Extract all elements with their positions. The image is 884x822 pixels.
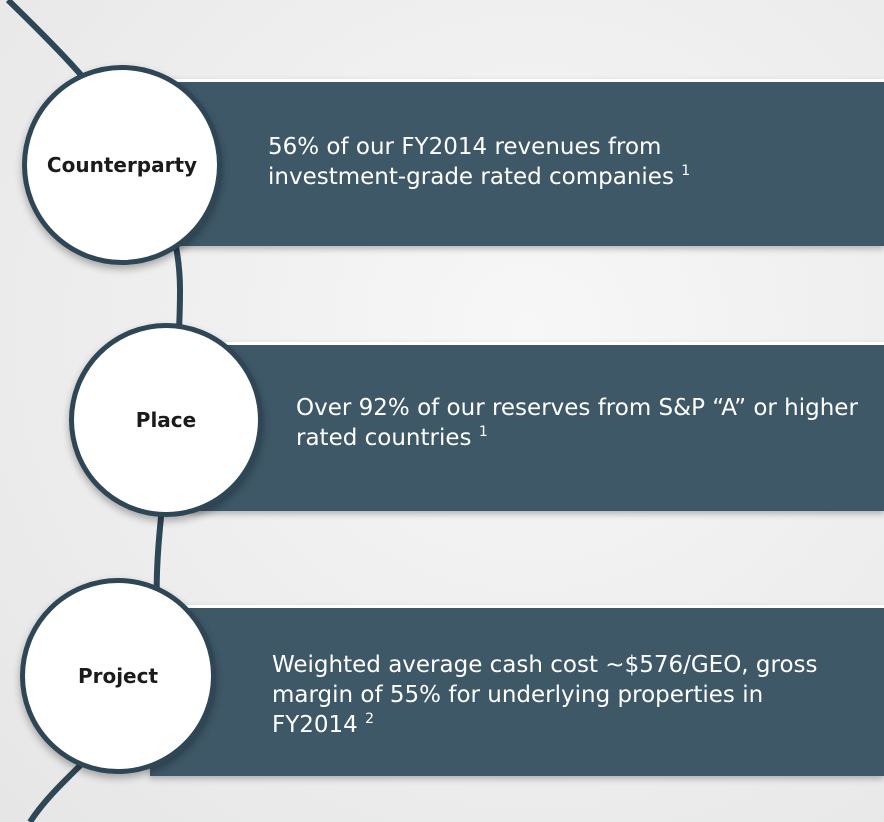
text: Weighted average cash cost ~$576/GEO, gr…	[272, 652, 818, 738]
band-text: Over 92% of our reserves from S&P “A” or…	[296, 393, 884, 453]
text: 56% of our FY2014 revenues from investme…	[268, 134, 674, 190]
band: Weighted average cash cost ~$576/GEO, gr…	[150, 605, 884, 776]
band-text: Weighted average cash cost ~$576/GEO, gr…	[272, 650, 852, 740]
band: 56% of our FY2014 revenues from investme…	[150, 79, 884, 246]
footnote: 1	[681, 163, 691, 179]
text: Over 92% of our reserves from S&P “A” or…	[296, 395, 858, 451]
circle: Place	[69, 323, 263, 517]
footnote: 2	[365, 711, 375, 727]
circle-label: Counterparty	[46, 153, 198, 177]
circle-label: Project	[77, 664, 159, 688]
circle-label: Place	[135, 408, 197, 432]
band: Over 92% of our reserves from S&P “A” or…	[190, 342, 884, 511]
footnote: 1	[478, 424, 488, 440]
circle: Project	[20, 578, 216, 774]
circle: Counterparty	[22, 65, 222, 265]
band-text: 56% of our FY2014 revenues from investme…	[268, 132, 748, 192]
